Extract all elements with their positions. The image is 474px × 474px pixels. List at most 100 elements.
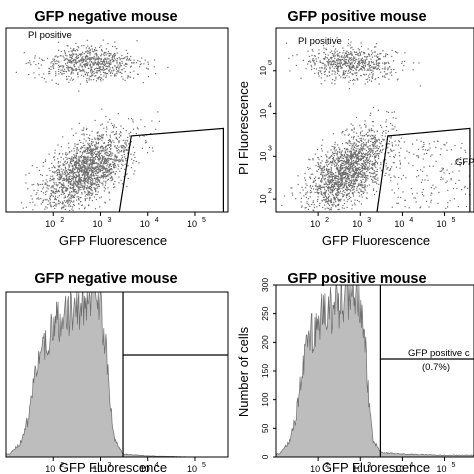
scatter-dot [342,196,344,198]
scatter-dot [375,161,377,163]
scatter-dot [81,177,83,179]
scatter-dot [360,139,363,141]
scatter-dot [76,56,78,58]
scatter-dot [373,170,375,172]
scatter-dot [335,174,337,176]
scatter-dot [60,178,62,180]
scatter-dot [56,63,58,65]
scatter-dot [361,175,363,177]
scatter-dot [76,180,78,182]
scatter-dot [385,165,387,167]
scatter-dot [330,166,332,169]
scatter-dot [49,201,51,203]
scatter-dot [77,167,79,169]
scatter-dot [108,159,110,161]
scatter-dot [106,72,108,75]
scatter-dot [318,187,320,189]
scatter-dot [423,145,425,147]
scatter-dot [343,207,345,209]
scatter-dot [102,182,104,184]
scatter-dot [68,178,70,180]
scatter-dot [320,167,322,169]
scatter-dot [325,182,327,184]
scatter-dot [375,166,377,168]
scatter-dot [69,178,72,180]
scatter-dot [333,157,335,159]
scatter-dot [68,198,70,200]
scatter-dot [103,75,105,77]
scatter-dot [324,199,326,201]
scatter-dot [340,172,342,174]
scatter-dot [87,192,89,194]
scatter-dot [422,170,424,172]
scatter-dot [84,206,86,208]
scatter-dot [353,135,355,138]
scatter-dot [55,73,57,75]
scatter-dot [67,180,69,182]
scatter-dot [390,148,392,150]
scatter-dot [357,62,359,65]
scatter-dot [52,186,54,188]
scatter-dot [335,158,337,160]
scatter-dot [327,202,329,204]
scatter-dot [119,160,121,162]
scatter-dot [69,172,71,174]
scatter-dot [82,68,84,70]
scatter-dot [109,158,112,160]
scatter-dot [108,171,110,173]
scatter-dot [332,79,334,81]
scatter-dot [364,120,366,122]
scatter-dot [317,162,319,164]
scatter-dot [357,135,359,137]
scatter-dot [346,161,348,163]
scatter-dot [112,171,114,173]
scatter-dot [372,68,374,70]
scatter-dot [313,55,316,57]
scatter-dot [343,160,346,162]
scatter-dot [355,160,357,163]
scatter-dot [343,156,345,158]
scatter-dot [154,59,156,61]
scatter-dot [98,66,100,68]
x-tick-label: 10 [92,219,102,229]
scatter-dot [336,65,338,67]
scatter-dot [69,54,71,56]
scatter-dot [365,164,367,166]
scatter-dot [317,196,319,198]
scatter-dot [361,166,364,168]
scatter-dot [331,190,333,192]
scatter-dot [117,152,119,154]
scatter-dot [364,186,366,188]
scatter-dot [305,68,307,70]
scatter-dot [360,139,362,141]
scatter-dot [64,59,66,61]
scatter-dot [361,167,363,169]
scatter-dot [370,130,372,132]
scatter-dot [317,157,319,159]
scatter-dot [62,207,64,209]
scatter-dot [94,148,96,150]
scatter-dot [41,183,43,185]
scatter-dot [69,169,71,171]
scatter-dot [89,52,91,54]
scatter-dot [333,67,335,69]
scatter-dot [364,148,366,150]
scatter-dot [102,64,105,66]
scatter-dot [381,68,384,70]
scatter-dot [365,176,367,178]
scatter-dot [91,177,93,180]
scatter-dot [99,158,101,160]
scatter-dot [367,63,370,65]
scatter-dot [52,175,54,177]
scatter-dot [106,62,108,64]
scatter-dot [98,168,100,170]
scatter-dot [88,47,90,49]
scatter-dot [342,77,344,79]
scatter-dot [365,144,367,146]
scatter-dot [68,203,70,206]
scatter-dot [391,74,393,76]
scatter-dot [90,182,92,184]
scatter-dot [49,170,51,172]
scatter-dot [100,45,102,47]
scatter-dot [122,78,124,80]
